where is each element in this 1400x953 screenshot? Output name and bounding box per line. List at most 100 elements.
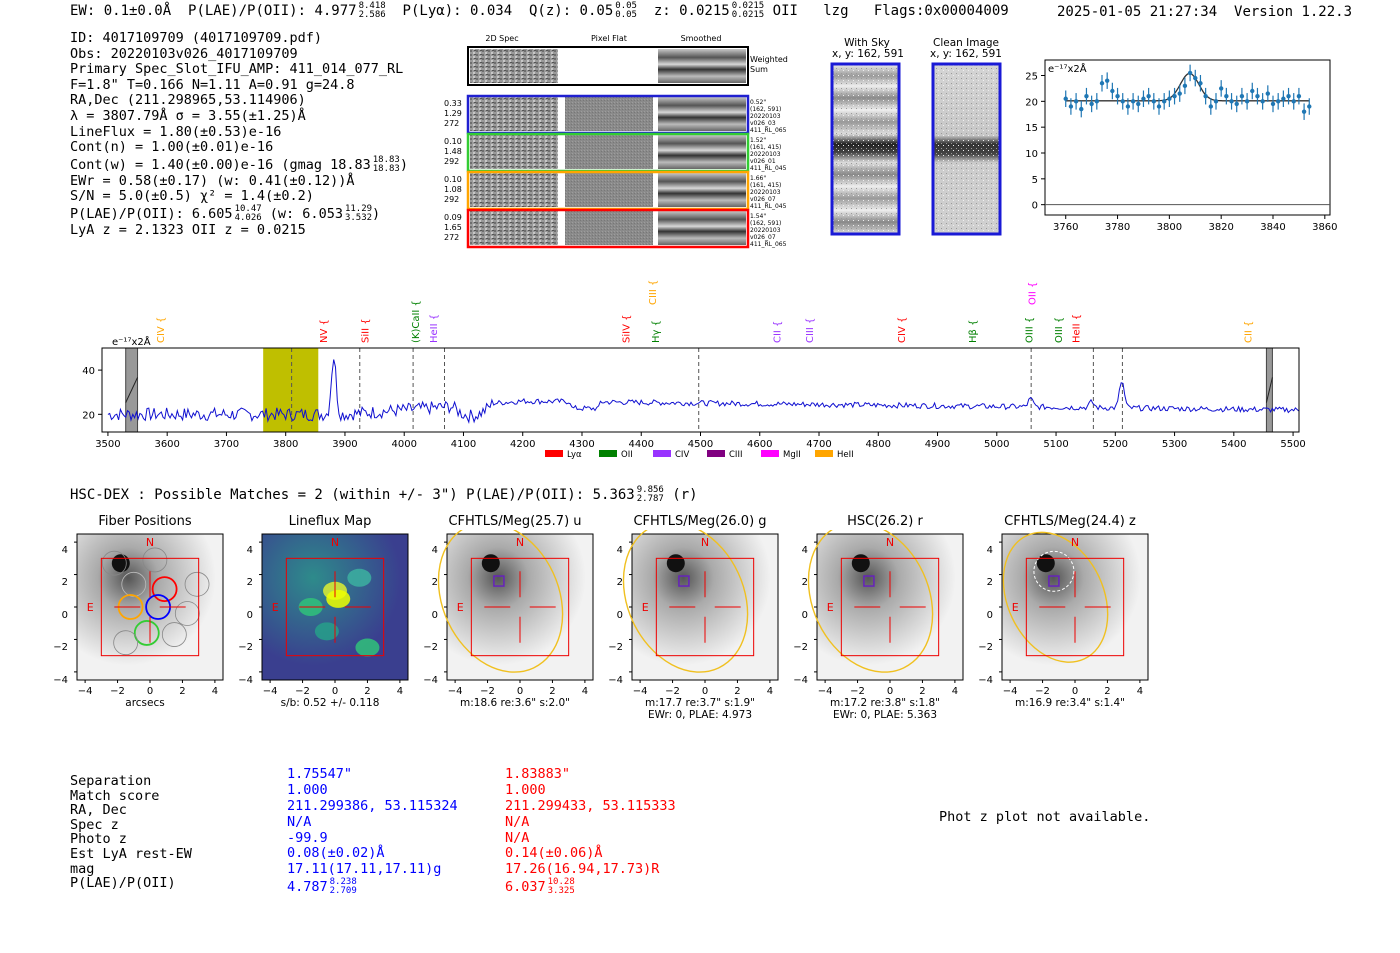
smoothed-cutout [658,97,746,131]
cutout-x-tick: 2 [1104,686,1110,697]
spec2d-cutout [470,211,558,245]
emission-line-label: OIII { [1054,317,1065,343]
data-point [1198,81,1203,86]
emission-line-label: CIV { [897,317,908,343]
cutout-x-tick: 0 [517,686,523,697]
info-sn: S/N = 5.0(±0.5) χ² = 1.4(±0.2) [70,188,314,205]
legend-label: HeII [837,450,854,460]
data-point [1301,109,1307,114]
cutout-x-tick: −2 [110,686,125,697]
match-value: 1.000 [287,781,328,798]
cutout-x-tick: 0 [1072,686,1078,697]
spec2d-row-meta: 0.52" [750,99,766,106]
x-tick-label: 3840 [1260,222,1285,233]
flags-value: Flags:0x00004009 [873,3,1009,19]
data-point [1146,93,1151,99]
y-tick-label: 5 [1032,175,1038,186]
cutout-title: Fiber Positions [98,514,192,529]
spec2d-row-stat: 1.48 [444,147,462,156]
full-unit-label: e⁻¹⁷x2Å [112,335,151,348]
svg-text:CIV {: CIV { [897,317,908,343]
match-label: Spec z [70,816,119,833]
data-point [1182,83,1188,89]
x-tick-label: 4200 [510,439,535,450]
spec2d-row-meta: 411_RL_065 [750,241,787,248]
legend-label: OII [621,450,633,460]
legend-label: CIV [675,450,689,460]
match-value: 6.037 10.28 3.325 [505,877,575,897]
search-box [100,557,200,657]
line-window-highlight [263,348,319,432]
ew-value: EW: 0.1±0.0Å [70,3,172,19]
north-label: N [886,536,894,549]
emission-line-label: CII { [772,321,783,343]
x-tick-label: 5500 [1280,439,1305,450]
east-label: E [827,601,834,614]
match-value: 211.299386, 53.115324 [287,797,458,814]
fiber-circle [101,550,127,576]
plae-header: P(LAE)/P(OII): 4.977 [188,3,357,19]
spec2d-row-meta: (161, 415) [750,182,781,189]
spec2d-row-meta: 20220103 [750,113,781,120]
data-point [1136,101,1141,107]
spec2d-row-stat: 1.65 [444,223,462,232]
search-box [470,557,570,657]
emission-line-label: SiIV { [621,315,632,343]
data-point [1073,99,1079,104]
spec2d-row-meta: 411_RL_045 [750,203,787,210]
spec2d-row-meta: (161, 415) [750,144,781,151]
match-label: Separation [70,773,152,789]
x-tick-label: 5000 [984,439,1009,450]
cutout-x-tick: 0 [147,686,153,697]
data-point [1156,104,1162,109]
data-point [1275,99,1281,104]
svg-text:HeII {: HeII { [429,314,440,343]
cutout-x-tick: −4 [263,686,278,697]
svg-text:OIII {: OIII { [1054,317,1065,343]
spec2d-row-stat: 292 [444,157,459,166]
cutout-caption: m:16.9 re:3.4" s:1.4" [1015,697,1125,709]
spec2d-row-meta: 20220103 [750,189,781,196]
match-label: Match score [70,787,160,804]
x-tick-label: 3600 [154,439,179,450]
cutout-x-tick: 2 [549,686,555,697]
aperture-ellipse [807,530,934,673]
north-label: N [331,536,339,549]
data-point [1089,101,1094,107]
counterpart-box [678,575,690,587]
aperture-ellipse [622,530,749,673]
emission-line-label: HeII { [1072,314,1083,343]
x-tick-label: 5200 [1103,439,1128,450]
data-point [1104,78,1110,83]
spec2d-cutout [470,97,558,131]
match-value: N/A [505,829,530,846]
svg-text:CIII {: CIII { [805,318,816,343]
spec2d-row-meta: 411_RL_065 [750,127,787,134]
x-tick-label: 4600 [747,439,772,450]
east-label: E [642,601,649,614]
cutout-title: Lineflux Map [288,514,372,529]
data-point [1229,99,1234,104]
cutout-caption: m:18.6 re:3.6" s:2.0" [460,697,570,709]
aperture-ellipse [1002,531,1109,663]
cutout-title: CFHTLS/Meg(25.7) u [448,514,582,529]
cutout-x-tick: 2 [364,686,370,697]
aperture-ellipse [437,530,564,673]
cutout-y-ticks: 4 2 0 −2 −4 [608,545,623,686]
model-fit-line [1065,72,1310,102]
spec2d-row-meta: (162, 591) [750,106,781,113]
cutout-y-ticks: 4 2 0 −2 −4 [423,545,438,686]
pixel-flat-cutout [565,135,653,169]
cutout-x-tick: 0 [702,686,708,697]
fiber-circle [161,622,187,647]
match-table-labels: Separation Match score RA, Dec Spec z Photo … [70,774,192,891]
header-line: EW: 0.1±0.0Å P(LAE)/P(OII): 4.977 8.418 2.… [70,1,1009,20]
data-point [1094,99,1100,104]
east-label: E [87,601,94,614]
cutout-x-tick: −2 [665,686,680,697]
counterpart-box [493,575,505,587]
x-tick-label: 4400 [629,439,654,450]
match-value: 17.11(17.11,17.11)g [287,861,442,878]
y-tick-label: 0 [1032,201,1038,212]
